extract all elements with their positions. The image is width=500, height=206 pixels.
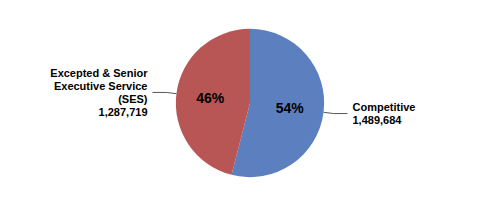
svg-text:Competitive: Competitive xyxy=(352,101,415,113)
svg-text:Executive Service: Executive Service xyxy=(54,80,148,92)
svg-text:54%: 54% xyxy=(276,100,305,116)
svg-text:1,287,719: 1,287,719 xyxy=(99,106,148,118)
svg-text:Excepted & Senior: Excepted & Senior xyxy=(50,67,148,79)
svg-text:(SES): (SES) xyxy=(118,93,148,105)
svg-text:46%: 46% xyxy=(196,90,225,106)
svg-text:1,489,684: 1,489,684 xyxy=(352,114,402,126)
